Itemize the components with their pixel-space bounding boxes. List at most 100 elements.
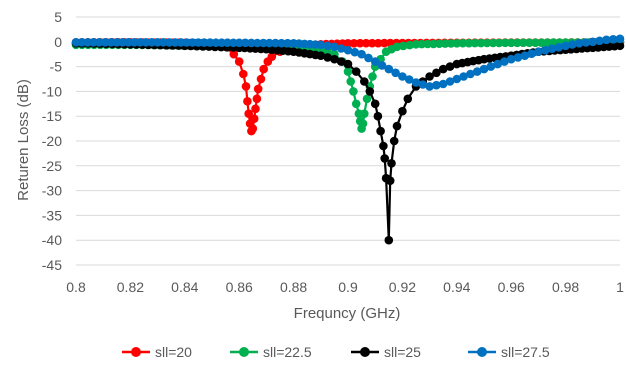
data-point [445, 77, 455, 86]
data-point [398, 72, 407, 81]
data-point [343, 67, 353, 76]
data-point [615, 34, 625, 44]
data-point [361, 38, 371, 48]
data-point [438, 79, 448, 89]
legend-label: sll=25 [384, 344, 421, 360]
data-point [343, 39, 353, 48]
x-tick-label: 0.86 [226, 279, 253, 295]
data-point [336, 57, 346, 66]
data-point [432, 80, 441, 90]
data-point [387, 159, 396, 168]
data-point [438, 64, 448, 74]
legend-item: sll=22.5 [230, 344, 312, 360]
data-point [360, 109, 369, 118]
data-point [141, 38, 151, 47]
y-tick-label: -40 [42, 232, 62, 248]
y-axis-title: Returen Loss (dB) [15, 79, 32, 201]
data-point [351, 99, 361, 109]
data-point [267, 52, 277, 61]
data-point [377, 61, 387, 70]
data-point [358, 119, 368, 128]
data-point [252, 94, 262, 104]
data-point [253, 84, 263, 94]
data-point [525, 38, 534, 47]
x-tick-label: 0.96 [498, 279, 525, 295]
legend-swatch-marker [360, 347, 370, 357]
data-point [534, 47, 543, 56]
data-point [608, 35, 618, 44]
data-point [336, 44, 346, 53]
x-tick-label: 0.82 [117, 279, 144, 295]
data-point [370, 57, 380, 66]
data-point [392, 42, 402, 52]
data-point [364, 53, 373, 63]
legend-swatch-marker [477, 347, 487, 357]
data-point [355, 38, 365, 48]
data-point [537, 38, 546, 47]
data-point [411, 78, 421, 87]
data-point [615, 41, 625, 51]
legend-item: sll=20 [122, 344, 192, 360]
data-point [476, 38, 486, 48]
data-point [252, 38, 262, 48]
data-point [466, 69, 475, 79]
data-point [234, 38, 244, 48]
data-point [330, 42, 339, 52]
data-point [244, 109, 253, 118]
data-point [380, 38, 389, 48]
data-point [77, 38, 87, 47]
x-axis-title: Frequncy (GHz) [294, 305, 401, 322]
legend-label: sll=27.5 [501, 344, 550, 360]
data-point [595, 36, 604, 46]
data-point [357, 49, 366, 59]
data-point [389, 136, 399, 146]
data-point [283, 38, 292, 48]
y-tick-label: -25 [42, 158, 62, 174]
y-tick-label: -5 [50, 59, 63, 75]
data-point [343, 59, 353, 69]
data-point [380, 154, 390, 163]
data-point [247, 38, 256, 48]
data-point [234, 57, 244, 66]
data-point [323, 53, 332, 62]
data-point [520, 51, 530, 60]
data-point [316, 51, 326, 60]
y-tick-label: -15 [42, 108, 62, 124]
data-point [199, 38, 209, 47]
data-point [350, 47, 360, 57]
data-point [239, 69, 248, 79]
data-point [398, 106, 407, 116]
x-tick-label: 0.88 [280, 279, 307, 295]
data-point [513, 53, 523, 62]
data-point [574, 39, 584, 48]
y-tick-label: -30 [42, 183, 62, 199]
data-point [362, 94, 372, 104]
data-point [316, 40, 326, 50]
data-point [243, 97, 252, 106]
data-point [370, 99, 380, 109]
data-point [351, 67, 361, 76]
data-point [470, 38, 480, 48]
legend-item: sll=25 [351, 344, 421, 360]
y-tick-label: -45 [42, 257, 62, 273]
data-point [373, 111, 383, 121]
data-point [360, 77, 369, 86]
data-point [482, 38, 492, 48]
data-point [486, 62, 496, 71]
data-point [349, 87, 358, 96]
data-point [418, 80, 428, 89]
data-point [373, 38, 383, 48]
data-point [602, 35, 611, 45]
data-point [259, 64, 269, 74]
data-point [376, 126, 385, 136]
data-point [385, 176, 395, 185]
data-point [506, 38, 516, 48]
data-point [100, 38, 110, 47]
data-point [271, 38, 280, 48]
series-sll=27.5 [71, 34, 625, 91]
data-point [240, 38, 250, 48]
data-point [459, 72, 468, 81]
data-point [403, 94, 413, 104]
data-point [464, 38, 474, 48]
